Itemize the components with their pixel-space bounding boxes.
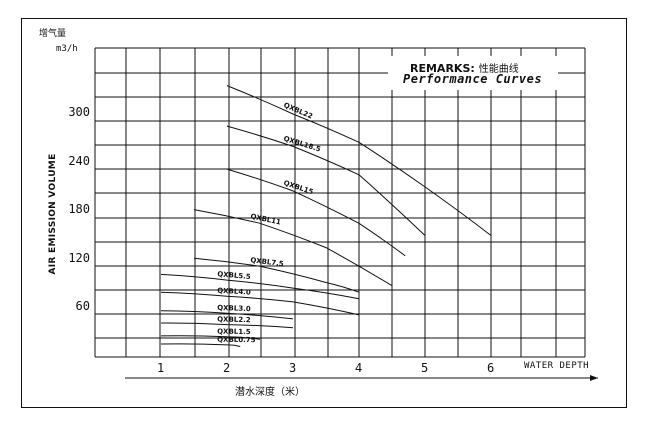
y-tick-label: 180 xyxy=(68,202,90,217)
series-line xyxy=(160,343,241,347)
series-line xyxy=(193,257,360,293)
x-axis-arrow xyxy=(125,375,598,381)
x-tick-label: 6 xyxy=(487,361,495,375)
remarks-cn: 性能曲线 xyxy=(478,64,519,75)
series-line xyxy=(226,168,406,257)
series-line xyxy=(160,322,294,329)
series-line xyxy=(193,209,393,287)
series-line xyxy=(160,291,360,316)
series-labels: QXBL22QXBL18.5QXBL15QXBL11QXBL7.5QXBL5.5… xyxy=(217,101,322,344)
remarks-title: Performance Curves xyxy=(403,72,543,86)
x-axis-label: WATER DEPTH xyxy=(524,361,590,371)
series-label: QXBL11 xyxy=(250,212,282,226)
remarks-box xyxy=(388,56,558,90)
series-line xyxy=(226,85,492,236)
x-axis-arrowhead xyxy=(590,375,598,381)
x-tick-label: 5 xyxy=(421,361,429,375)
series-line xyxy=(160,273,360,300)
series-lines xyxy=(160,85,492,347)
series-line xyxy=(160,335,261,340)
series-label: QXBL1.5 xyxy=(217,328,251,336)
y-tick-label: 240 xyxy=(68,153,90,168)
series-label: QXBL4.0 xyxy=(217,287,251,297)
chart-frame xyxy=(21,18,627,408)
grid xyxy=(94,47,586,358)
x-tick-label: 1 xyxy=(157,361,165,375)
x-tick-label: 4 xyxy=(355,361,363,375)
y-unit-cn: 增气量 xyxy=(39,29,67,39)
series-label: QXBL2.2 xyxy=(217,315,251,324)
series-label: QXBL0.75 xyxy=(217,336,256,344)
series-label: QXBL3.0 xyxy=(217,304,251,313)
x-tick-label: 2 xyxy=(223,361,231,375)
y-tick-label: 300 xyxy=(68,105,90,119)
remarks-label: REMARKS: 性能曲线 xyxy=(410,62,519,75)
series-line xyxy=(160,310,294,320)
x-axis-label-cn: 潜水深度（米） xyxy=(235,387,305,398)
y-tick-label: 120 xyxy=(68,250,90,265)
series-label: QXBL5.5 xyxy=(217,270,251,281)
series-label: QXBL18.5 xyxy=(283,135,322,154)
y-unit: m3/h xyxy=(56,44,78,54)
series-line xyxy=(226,125,426,236)
y-tick-label: 60 xyxy=(75,299,90,314)
x-tick-label: 3 xyxy=(289,361,297,375)
